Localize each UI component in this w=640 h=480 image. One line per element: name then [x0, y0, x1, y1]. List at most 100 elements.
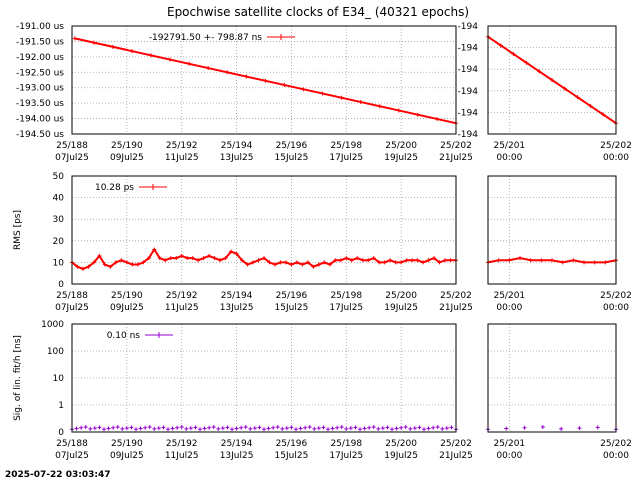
clock-main-ytick-2: -192.00 us [16, 53, 64, 63]
fit-main-point-13 [129, 425, 134, 430]
rms-zoom-point-8 [571, 258, 576, 263]
clock-main-legend-label: -192791.50 +- 798.87 ns [149, 33, 262, 43]
fit-main-point-60 [344, 426, 349, 431]
fit-main-point-24 [179, 424, 184, 429]
rms-main-point-12 [135, 262, 140, 267]
rms-main-point-64 [421, 260, 426, 265]
fit-main-point-3 [83, 424, 88, 429]
rms-main-point-1 [75, 264, 80, 269]
clock-zoom-point-6 [562, 86, 567, 91]
rms-main-point-7 [108, 264, 113, 269]
clock-zoom-ytick-3: -194 [458, 87, 479, 97]
fit-zoom-xtick-sub-0: 00:00 [496, 451, 522, 461]
clock-main-point-18 [415, 112, 420, 117]
figure-title: Epochwise satellite clocks of E34_ (4032… [167, 5, 469, 19]
fit-zoom-point-2 [522, 425, 527, 430]
clock-main-point-11 [282, 83, 287, 88]
fit-main-point-49 [294, 427, 298, 432]
rms-zoom-point-1 [496, 258, 501, 263]
rms-main-point-60 [399, 260, 404, 265]
rms-main-point-57 [382, 260, 387, 265]
rms-main-point-17 [163, 258, 168, 263]
clock-main-xtick-1: 25/190 [111, 141, 143, 151]
clock-zoom-xtick-sub-1: 00:00 [603, 153, 629, 163]
rms-zoom-point-6 [550, 258, 554, 263]
rms-zoom-point-9 [582, 260, 586, 265]
fit-ylabel: Sig. of lin. fit/h [ns] [13, 335, 23, 421]
rms-main-xtick-5: 25/198 [330, 291, 362, 301]
rms-main-point-54 [366, 258, 371, 263]
clock-zoom-xtick-sub-0: 00:00 [496, 153, 522, 163]
fit-main-point-9 [111, 425, 116, 430]
rms-main-point-50 [344, 256, 349, 261]
rms-main-point-21 [185, 256, 190, 261]
rms-main-point-67 [437, 260, 442, 265]
fit-main-ytick-2: 10 [53, 374, 65, 384]
fit-main-point-17 [147, 424, 152, 429]
rms-main-ytick-1: 10 [53, 258, 65, 268]
fit-main-point-35 [230, 427, 234, 432]
fit-main-point-67 [376, 426, 381, 431]
rms-main-point-69 [448, 258, 453, 263]
rms-main-point-66 [432, 256, 437, 261]
fit-zoom-xtick-sub-1: 00:00 [603, 451, 629, 461]
clock-main-point-9 [244, 74, 249, 79]
fit-main-point-45 [275, 424, 280, 429]
clock-main-point-19 [434, 116, 439, 121]
rms-main-point-23 [196, 258, 201, 263]
rms-zoom-point-11 [603, 260, 608, 265]
rms-main-xtick-sub-1: 09Jul25 [110, 303, 144, 313]
fit-main-point-81 [440, 426, 445, 431]
rms-main-xtick-sub-2: 11Jul25 [165, 303, 199, 313]
clock-main-xtick-sub-4: 15Jul25 [275, 153, 309, 163]
clock-main-point-10 [263, 78, 268, 83]
fit-main-point-1 [74, 426, 79, 431]
fit-main-point-55 [321, 425, 326, 430]
fit-main-point-48 [289, 425, 294, 430]
fit-main-point-75 [412, 426, 417, 431]
fit-zoom-point-1 [504, 426, 509, 431]
rms-main-xtick-1: 25/190 [111, 291, 143, 301]
rms-main-point-43 [305, 260, 310, 265]
fit-main-xtick-0: 25/188 [56, 439, 88, 449]
fit-main-xtick-sub-7: 21Jul25 [439, 451, 473, 461]
fit-main-point-78 [426, 426, 431, 431]
clock-zoom-ytick-5: -194 [458, 130, 479, 140]
fit-main-point-33 [220, 426, 225, 431]
rms-main-ytick-5: 50 [53, 172, 65, 182]
fit-main-xtick-6: 25/200 [385, 439, 417, 449]
rms-main-point-65 [426, 258, 431, 263]
rms-main-point-39 [283, 260, 288, 265]
fit-main-ytick-1: 1 [58, 401, 64, 411]
rms-main-legend-marker [150, 184, 156, 190]
fit-main-point-68 [380, 426, 385, 431]
clock-main-point-8 [225, 70, 230, 75]
clock-main-xtick-sub-5: 17Jul25 [329, 153, 363, 163]
fit-main-point-52 [307, 424, 312, 429]
rms-zoom-point-10 [592, 260, 597, 265]
rms-main-point-47 [327, 262, 332, 267]
fit-main-ytick-3: 100 [47, 347, 64, 357]
fit-main-point-16 [143, 425, 148, 430]
rms-main-point-19 [174, 256, 179, 261]
rms-main-xtick-sub-3: 13Jul25 [220, 303, 254, 313]
rms-main-xtick-6: 25/200 [385, 291, 417, 301]
fit-main-point-23 [175, 425, 180, 430]
fit-zoom-point-5 [577, 426, 582, 431]
clock-main-xtick-sub-6: 19Jul25 [384, 153, 418, 163]
rms-main-point-5 [97, 253, 102, 258]
fit-main-point-38 [243, 424, 248, 429]
rms-zoom-xtick-0: 25/201 [493, 291, 525, 301]
rms-zoom-xtick-1: 25/202 [600, 291, 632, 301]
rms-main-point-11 [130, 262, 135, 267]
fit-main-xtick-1: 25/190 [111, 439, 143, 449]
rms-main-point-58 [388, 258, 393, 263]
rms-main-point-40 [289, 262, 294, 267]
fit-zoom-point-6 [595, 425, 600, 430]
clock-zoom-point-7 [575, 95, 580, 100]
fit-main-point-40 [252, 426, 257, 431]
fit-main-point-10 [115, 424, 120, 429]
rms-main-series [70, 247, 458, 271]
fit-main-xtick-sub-1: 09Jul25 [110, 451, 144, 461]
